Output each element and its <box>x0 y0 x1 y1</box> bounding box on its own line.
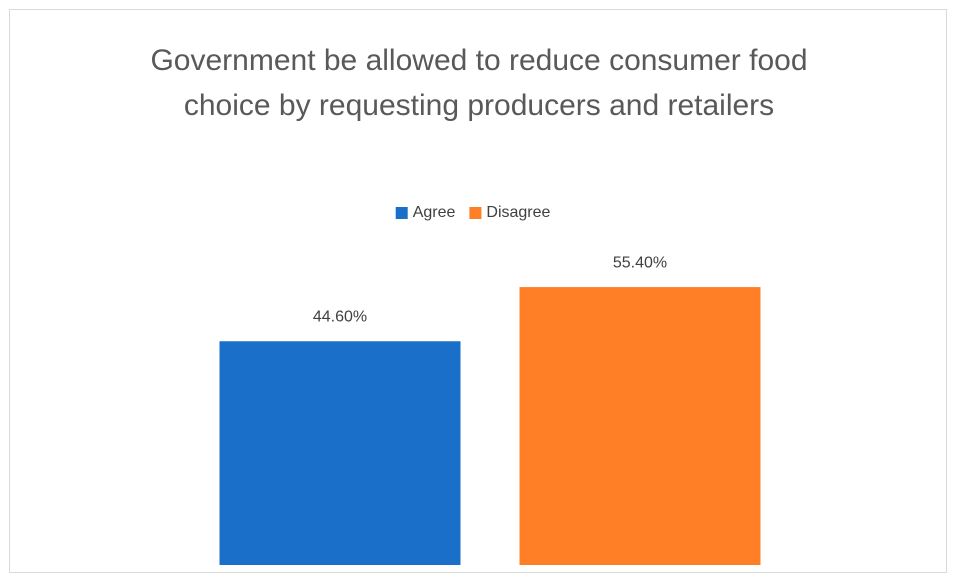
chart-title: Government be allowed to reduce consumer… <box>150 44 808 122</box>
data-label: 55.40% <box>613 254 667 271</box>
bar <box>519 287 761 565</box>
data-label: 44.60% <box>313 308 367 325</box>
legend-label: Agree <box>413 204 456 221</box>
legend-label: Disagree <box>486 204 550 221</box>
bar <box>219 341 461 565</box>
legend-swatch <box>395 207 408 219</box>
chart-frame <box>9 9 947 573</box>
legend-swatch <box>469 207 482 219</box>
